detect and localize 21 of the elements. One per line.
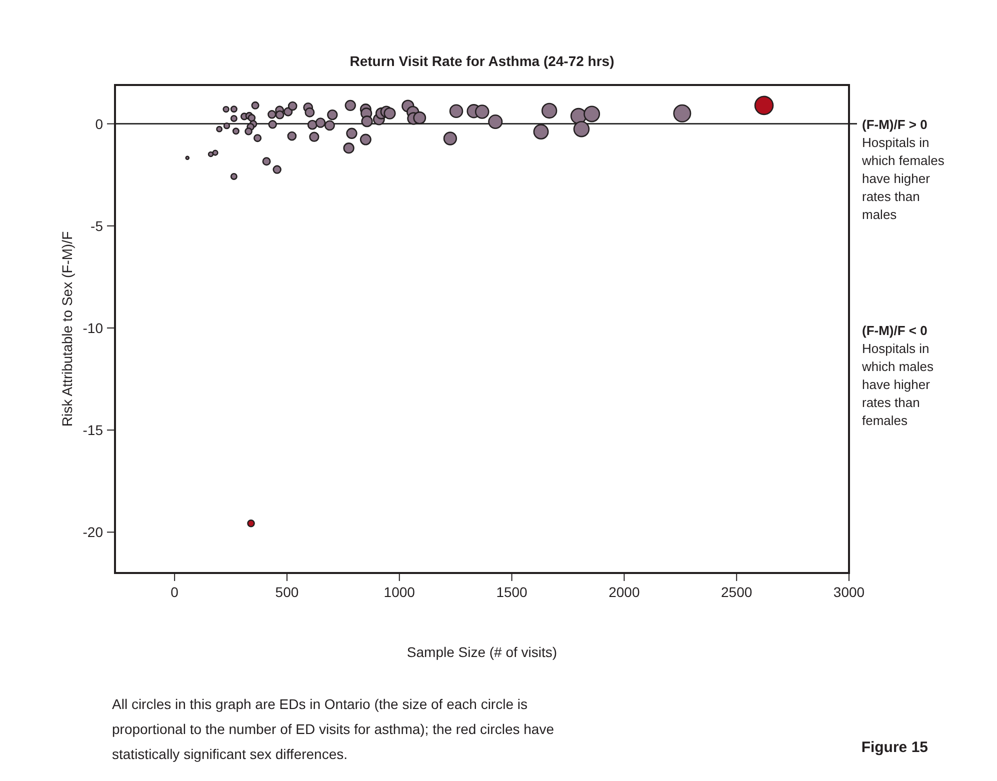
caption: Figure 15: [861, 739, 928, 756]
x-tick-label: 1000: [384, 584, 416, 600]
y-axis-title: Risk Attributable to Sex (F-M)/F: [59, 231, 75, 427]
x-tick-label: 0: [170, 584, 179, 600]
text: All circles in this graph are EDs in Ontario (the size of each circle is proportional to the number of ED visits for asthma); the red circles have statistically significant sex differences.: [112, 696, 554, 762]
text: (F-M)/F > 0: [862, 117, 928, 132]
x-axis-title: Sample Size (# of visits): [406, 644, 558, 660]
y-tick-label: 0: [95, 116, 104, 132]
text: Hospitals in which females have higher rates than males: [861, 135, 945, 222]
x-tick-label: 3000: [833, 584, 865, 600]
x-tick-label: 2500: [721, 584, 752, 600]
x-tick-label: 500: [275, 584, 299, 600]
y-tick-label: -5: [90, 218, 104, 234]
y-tick-label: -20: [82, 524, 104, 540]
y-tick-label: -15: [82, 422, 104, 438]
x-tick-label: 2000: [608, 584, 640, 600]
y-tick-label: -10: [82, 320, 104, 336]
chart-title: Return Visit Rate for Asthma (24-72 hrs): [350, 53, 614, 69]
x-tick-label: 1500: [496, 584, 528, 600]
text: (F-M)/F < 0: [862, 323, 928, 338]
text: Hospitals in which males have higher rates than females: [861, 341, 934, 428]
